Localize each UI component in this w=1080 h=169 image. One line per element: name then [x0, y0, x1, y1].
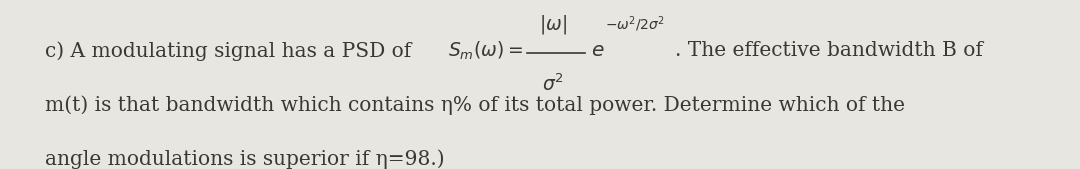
Text: $\sigma^2$: $\sigma^2$: [542, 74, 564, 95]
Text: . The effective bandwidth B of: . The effective bandwidth B of: [675, 41, 983, 60]
Text: c) A modulating signal has a PSD of: c) A modulating signal has a PSD of: [45, 41, 418, 61]
Text: angle modulations is superior if η=98.): angle modulations is superior if η=98.): [45, 149, 445, 169]
Text: m(t) is that bandwidth which contains η% of its total power. Determine which of : m(t) is that bandwidth which contains η%…: [45, 95, 905, 115]
Text: $-\omega^2/2\sigma^2$: $-\omega^2/2\sigma^2$: [605, 15, 665, 34]
Text: $|\omega|$: $|\omega|$: [539, 13, 567, 36]
Text: $e$: $e$: [591, 41, 604, 60]
Text: $S_m(\omega)=$: $S_m(\omega)=$: [448, 40, 523, 62]
